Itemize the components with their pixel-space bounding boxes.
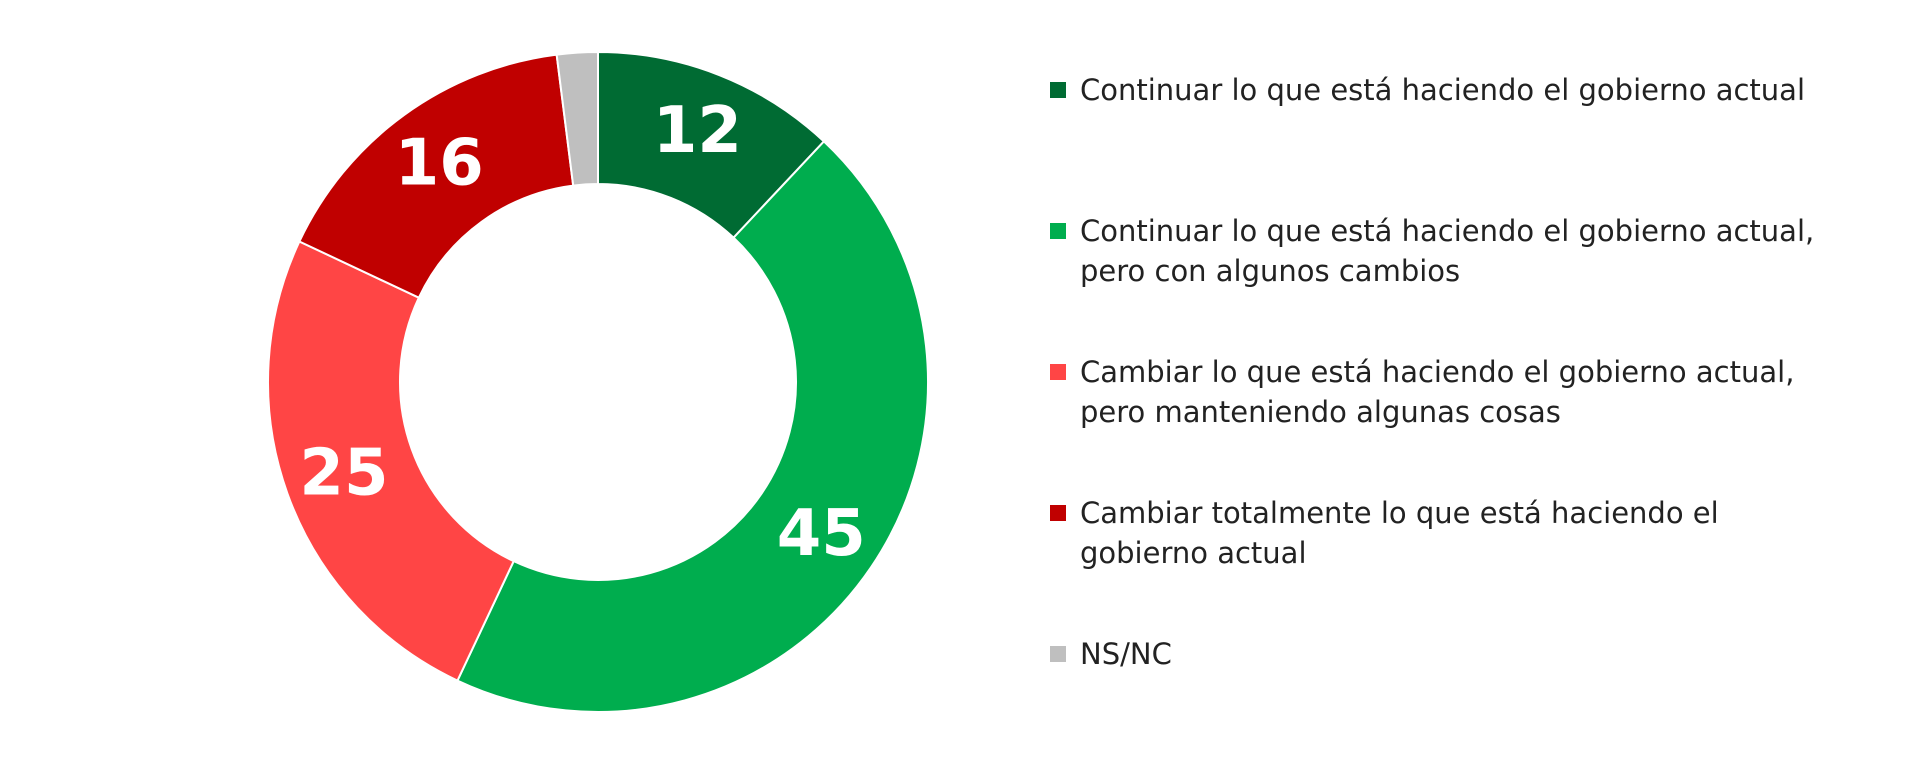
- legend-swatch: [1050, 82, 1066, 98]
- legend-label: Cambiar totalmente lo que está haciendo …: [1080, 496, 1719, 570]
- data-label-4: 16: [395, 127, 484, 201]
- data-label-3: 25: [299, 436, 388, 510]
- donut-slice-3: [267, 240, 516, 682]
- legend-item-3: Cambiar lo que está haciendo el gobierno…: [1050, 352, 1850, 493]
- donut-data-labels: 12 45 25 16: [299, 94, 865, 571]
- data-label-2: 45: [777, 497, 866, 571]
- legend-item-1: Continuar lo que está haciendo el gobier…: [1050, 70, 1850, 211]
- chart-legend: Continuar lo que está haciendo el gobier…: [1050, 70, 1850, 775]
- donut-slices: [267, 50, 929, 713]
- legend-swatch: [1050, 646, 1066, 662]
- legend-label: Continuar lo que está haciendo el gobier…: [1080, 73, 1806, 107]
- donut-slice-2: [456, 140, 929, 713]
- legend-swatch: [1050, 364, 1066, 380]
- legend-swatch: [1050, 223, 1066, 239]
- legend-item-4: Cambiar totalmente lo que está haciendo …: [1050, 493, 1850, 634]
- legend-label: NS/NC: [1080, 637, 1172, 671]
- legend-label: Continuar lo que está haciendo el gobier…: [1080, 214, 1815, 288]
- donut-slice-4: [298, 53, 575, 300]
- legend-item-2: Continuar lo que está haciendo el gobier…: [1050, 211, 1850, 352]
- donut-slice-5: [555, 50, 599, 187]
- legend-swatch: [1050, 505, 1066, 521]
- data-label-1: 12: [653, 94, 742, 168]
- legend-label: Cambiar lo que está haciendo el gobierno…: [1080, 355, 1795, 429]
- legend-item-5: NS/NC: [1050, 634, 1850, 775]
